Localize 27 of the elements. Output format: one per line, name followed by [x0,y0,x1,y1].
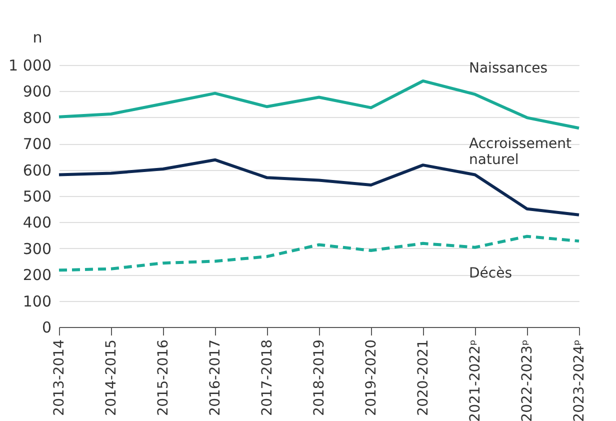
y-tick-label: 600 [22,161,52,180]
x-tick-label: 2016-2017 [208,340,224,416]
y-tick-label: 200 [22,266,52,284]
y-tick-label: 500 [22,188,52,206]
x-tick-label: 2023-2024ᵖ [572,340,588,421]
series-label: Naissances [469,60,548,76]
y-tick-label: 100 [22,292,52,310]
x-tick-label: 2017-2018 [260,340,276,416]
series-label: Accroissement naturel [469,136,572,168]
y-axis-title: n [32,28,42,46]
y-tick-label: 0 [42,318,52,336]
x-tick-label: 2020-2021 [416,340,432,416]
x-tick-label: 2015-2016 [156,339,172,416]
y-tick-label: 900 [22,82,52,101]
y-tick-label: 300 [22,240,52,258]
y-tick-label: 700 [22,135,52,154]
y-tick-label: 800 [22,108,52,127]
x-tick-label: 2018-2019 [312,340,328,416]
x-tick-label: 2021-2022ᵖ [468,340,484,421]
x-tick-label: 2014-2015 [104,340,120,416]
x-tick-label: 2013-2014 [52,339,68,416]
x-tick-label: 2019-2020 [364,340,380,416]
x-tick-label: 2022-2023ᵖ [520,340,536,421]
y-tick-label: 1 000 [8,56,52,74]
y-tick-label: 400 [22,214,52,232]
line-series [58,79,580,130]
series-label: Décès [469,265,512,282]
